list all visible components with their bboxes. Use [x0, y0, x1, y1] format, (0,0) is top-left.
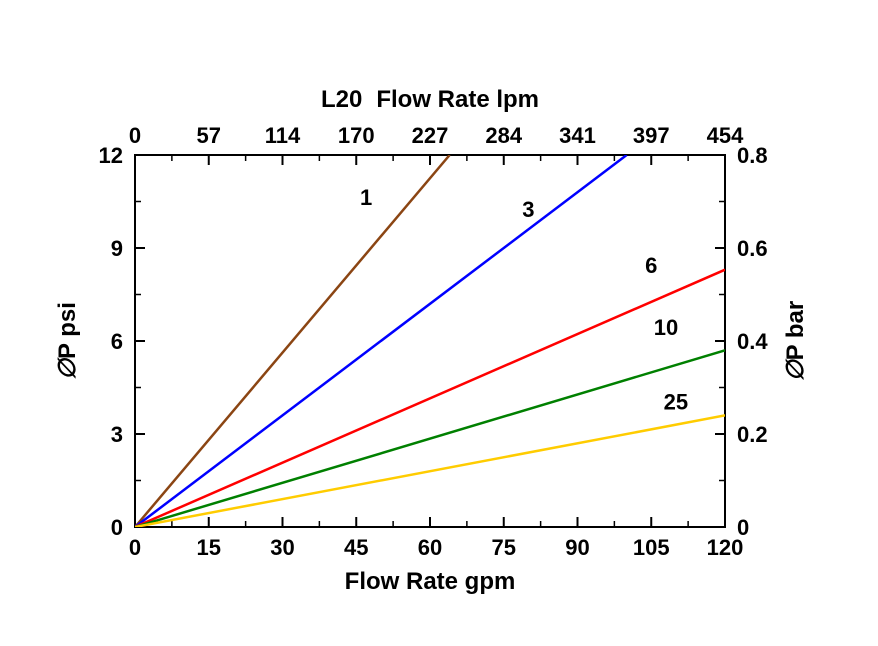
x-top-tick-label: 170	[338, 123, 375, 148]
chart-container: 0153045607590105120057114170227284341397…	[0, 0, 878, 646]
y-right-tick-label: 0.4	[737, 329, 768, 354]
x-top-tick-label: 0	[129, 123, 141, 148]
series-label-6: 6	[645, 253, 657, 278]
y-right-tick-label: 0	[737, 515, 749, 540]
y-right-tick-label: 0.8	[737, 143, 768, 168]
x-tick-label: 0	[129, 535, 141, 560]
y-tick-label: 9	[111, 236, 123, 261]
y-tick-label: 6	[111, 329, 123, 354]
series-label-25: 25	[664, 389, 688, 414]
title-prefix: L20	[321, 86, 362, 113]
series-label-1: 1	[360, 185, 372, 210]
title-main: Flow Rate lpm	[376, 86, 539, 113]
y-right-axis-label: ∅P bar	[782, 301, 809, 382]
x-top-tick-label: 341	[559, 123, 596, 148]
x-tick-label: 60	[418, 535, 442, 560]
x-tick-label: 75	[492, 535, 516, 560]
y-tick-label: 3	[111, 422, 123, 447]
chart-svg: 0153045607590105120057114170227284341397…	[0, 0, 878, 646]
y-left-axis-label: ∅P psi	[54, 302, 81, 380]
chart-top-title: L20 Flow Rate lpm	[321, 86, 539, 113]
x-tick-label: 30	[270, 535, 294, 560]
x-top-tick-label: 114	[265, 123, 301, 148]
x-top-tick-label: 397	[633, 123, 670, 148]
x-top-tick-label: 284	[485, 123, 522, 148]
x-top-tick-label: 227	[412, 123, 449, 148]
y-tick-label: 0	[111, 515, 123, 540]
x-tick-label: 90	[565, 535, 589, 560]
x-tick-label: 45	[344, 535, 368, 560]
x-top-tick-label: 57	[197, 123, 221, 148]
y-right-tick-label: 0.2	[737, 422, 768, 447]
x-tick-label: 15	[197, 535, 221, 560]
y-tick-label: 12	[99, 143, 123, 168]
series-label-3: 3	[522, 197, 534, 222]
series-label-10: 10	[654, 315, 678, 340]
x-tick-label: 105	[633, 535, 670, 560]
x-axis-label: Flow Rate gpm	[345, 568, 516, 595]
y-right-tick-label: 0.6	[737, 236, 768, 261]
